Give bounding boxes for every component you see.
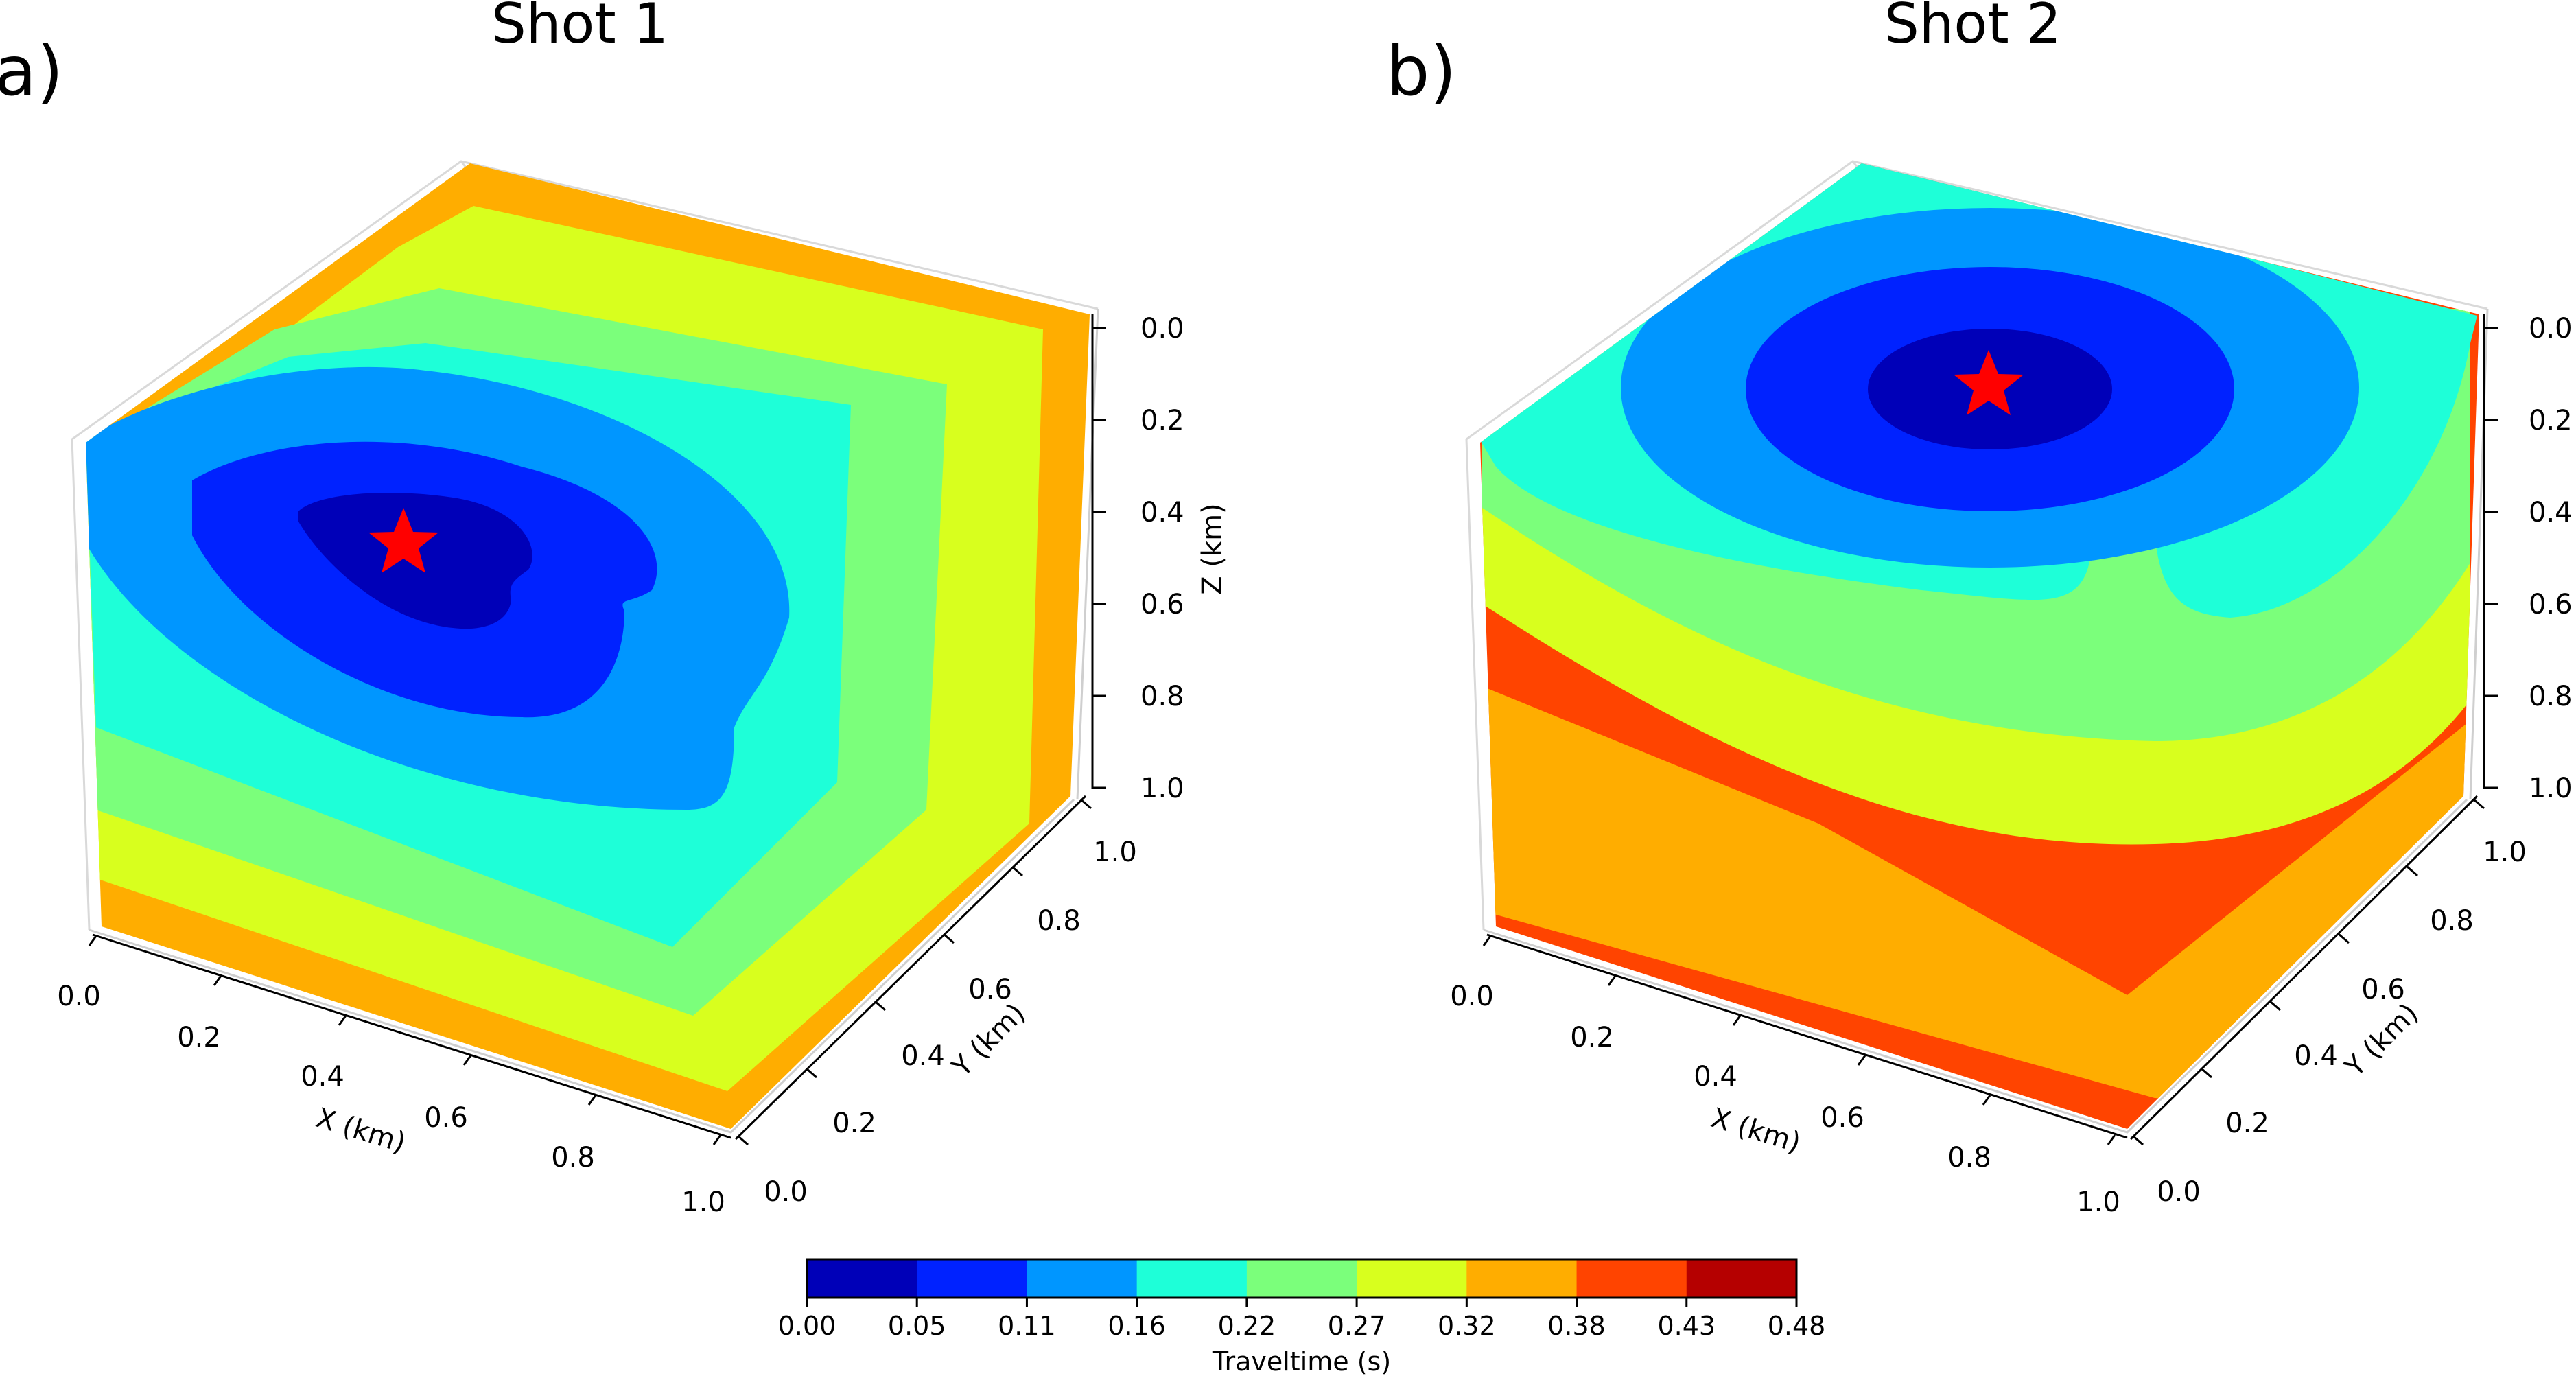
panel-b-x-label: X (km) [1707,1102,1804,1159]
panel-b-z-tick: 0.2 [2529,405,2573,436]
panel-b-x-tick: 0.0 [1450,981,1494,1012]
colorbar-tick-label: 0.38 [1547,1311,1606,1341]
colorbar-swatch [1136,1259,1248,1298]
panel-a-y-tick: 0.0 [764,1176,808,1208]
colorbar-swatch [1246,1259,1357,1298]
colorbar-swatch [1576,1259,1687,1298]
panel-b-band-7 [1482,686,2479,1112]
panel-a-x-tick: 0.4 [301,1061,344,1093]
panel-a-y-tick: 1.0 [1093,837,1137,868]
panel-a-x-tick: 0.2 [177,1022,221,1053]
panel-a-y-tick: 0.2 [832,1108,876,1139]
colorbar-swatches [807,1259,1797,1298]
panel-a-z-tick: 0.8 [1140,681,1184,712]
panel-b-y-label: Y (km) [2339,997,2425,1084]
panel-a-z-label: Z (km) [1197,503,1228,594]
panel-a-y-tick: 0.6 [968,974,1012,1005]
colorbar-swatch [917,1259,1027,1298]
panel-b-y-tick: 0.2 [2225,1108,2269,1139]
panel-a-x-tick: 1.0 [681,1187,725,1218]
panel-b-z-tick: 0.8 [2529,681,2573,712]
colorbar-tick-label: 0.00 [778,1311,836,1341]
panel-b-x-tick: 0.2 [1570,1022,1614,1053]
panel-a-z-tick: 0.0 [1140,313,1184,344]
panel-a-band-9-dark [1070,686,1090,796]
panel-a-x-tick: 0.0 [57,981,101,1012]
panel-b-z-axis [2483,314,2498,789]
panel-a-x-axis [88,933,731,1145]
panel-a-title: Shot 1 [491,0,668,56]
panel-b-z-tick: 0.0 [2529,313,2573,344]
colorbar-label: Traveltime (s) [1212,1346,1391,1377]
colorbar-swatch [1466,1259,1578,1298]
panel-b-y-axis [2129,795,2485,1146]
panel-b-x-tick: 1.0 [2076,1187,2120,1218]
panel-b-volume [1480,163,2479,1129]
colorbar-tick-label: 0.16 [1108,1311,1166,1341]
panel-b-x-tick: 0.4 [1694,1061,1737,1093]
colorbar-swatch [1686,1259,1797,1298]
panel-a-source-star [368,508,438,573]
panel-b-x-tick: 0.8 [1947,1142,1991,1173]
colorbar-tick-label: 0.27 [1328,1311,1386,1341]
panel-letter-b: b) [1386,31,1457,111]
panel-b-source-star [1954,350,2024,415]
panel-b-x-axis [1482,933,2128,1145]
panel-a-volume [86,163,1090,1129]
colorbar-tick-label: 0.48 [1768,1311,1826,1341]
panel-a-z-tick: 0.4 [1140,497,1184,528]
panel-letter-a: a) [0,31,63,111]
panel-b-z-tick: 1.0 [2529,773,2573,804]
panel-a-x-tick: 0.6 [424,1102,468,1134]
panel-b-y-tick: 0.8 [2430,905,2474,937]
panel-a-z-tick: 0.6 [1140,589,1184,620]
panel-a-z-tick: 1.0 [1140,773,1184,804]
panel-a-y-label: Y (km) [946,997,1032,1084]
panel-b-y-tick: 0.4 [2294,1040,2338,1072]
panel-b-z-tick: 0.4 [2529,497,2573,528]
colorbar-tick-label: 0.05 [888,1311,946,1341]
colorbar-tick-label: 0.32 [1438,1311,1496,1341]
colorbar: 0.00 0.05 0.11 0.16 0.22 0.27 0.32 0.38 0.43 0.48… [778,1258,1826,1377]
colorbar-ticks: 0.00 0.05 0.11 0.16 0.22 0.27 0.32 0.38 0.43 0.48 [778,1298,1826,1341]
panel-b-y-tick: 0.0 [2157,1176,2201,1208]
colorbar-swatch [1027,1259,1138,1298]
panel-b-y-tick: 0.6 [2361,974,2405,1005]
panel-a-x-label: X (km) [312,1102,409,1159]
panel-a-box-edges [89,308,1099,1134]
colorbar-tick-label: 0.43 [1657,1311,1716,1341]
panel-a: a) Shot 1 [0,0,1228,1218]
panel-b-y-tick: 1.0 [2483,837,2527,868]
colorbar-frame [806,1258,1798,1299]
panel-a-x-tick: 0.8 [551,1142,595,1173]
panel-a-z-tick: 0.2 [1140,405,1184,436]
panel-a-y-tick: 0.4 [901,1040,945,1072]
panel-a-y-tick: 0.8 [1037,905,1081,937]
colorbar-swatch [807,1259,917,1298]
panel-a-z-axis [1091,314,1106,789]
colorbar-tick-label: 0.11 [998,1311,1056,1341]
panel-b-z-tick: 0.6 [2529,589,2573,620]
panel-b-title: Shot 2 [1884,0,2061,56]
panel-b-x-tick: 0.6 [1820,1102,1864,1134]
colorbar-swatch [1357,1259,1467,1298]
colorbar-tick-label: 0.22 [1218,1311,1276,1341]
panel-b: b) Shot 2 [1386,0,2573,1218]
panel-a-y-axis [734,795,1092,1146]
